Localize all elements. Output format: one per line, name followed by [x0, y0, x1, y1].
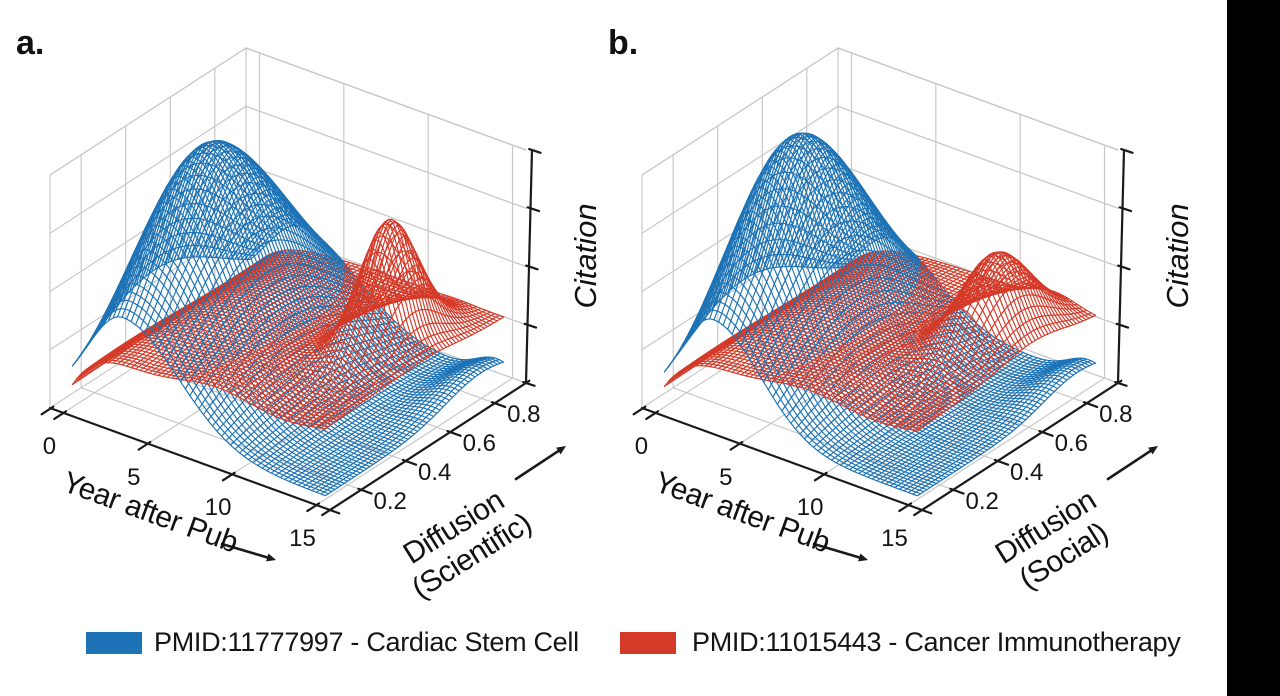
legend-label-cardiac-stem-cell: PMID:11777997 - Cardiac Stem Cell [154, 627, 579, 657]
x-tick-label: 10 [796, 494, 824, 522]
y-tick-label: 0.2 [965, 487, 999, 515]
x-tick-label: 10 [204, 494, 232, 522]
x-tick-label: 15 [881, 525, 908, 553]
legend-swatch-cancer-immunotherapy [620, 632, 676, 654]
panel-a-letter: a. [16, 24, 45, 62]
right-black-bar [1227, 0, 1280, 696]
x-tick-label: 0 [634, 432, 649, 460]
x-tick-label: 0 [42, 432, 57, 460]
y-tick-label: 0.8 [507, 401, 541, 429]
panel-b-letter: b. [608, 24, 639, 62]
legend-swatch-cardiac-stem-cell [86, 632, 142, 654]
y-tick-label: 0.2 [373, 487, 407, 515]
x-tick-label: 15 [289, 525, 316, 553]
panel-a-z-axis-label: Citation [568, 203, 603, 309]
y-tick-label: 0.4 [418, 458, 452, 486]
y-tick-label: 0.6 [1054, 430, 1088, 458]
x-tick-label: 5 [127, 463, 141, 491]
y-tick-label: 0.8 [1099, 401, 1133, 429]
y-tick-label: 0.6 [462, 430, 496, 458]
y-tick-label: 0.4 [1010, 458, 1044, 486]
legend-label-cancer-immunotherapy: PMID:11015443 - Cancer Immunotherapy [692, 627, 1181, 657]
panel-b-z-axis-label: Citation [1160, 203, 1195, 309]
x-tick-label: 5 [719, 463, 733, 491]
